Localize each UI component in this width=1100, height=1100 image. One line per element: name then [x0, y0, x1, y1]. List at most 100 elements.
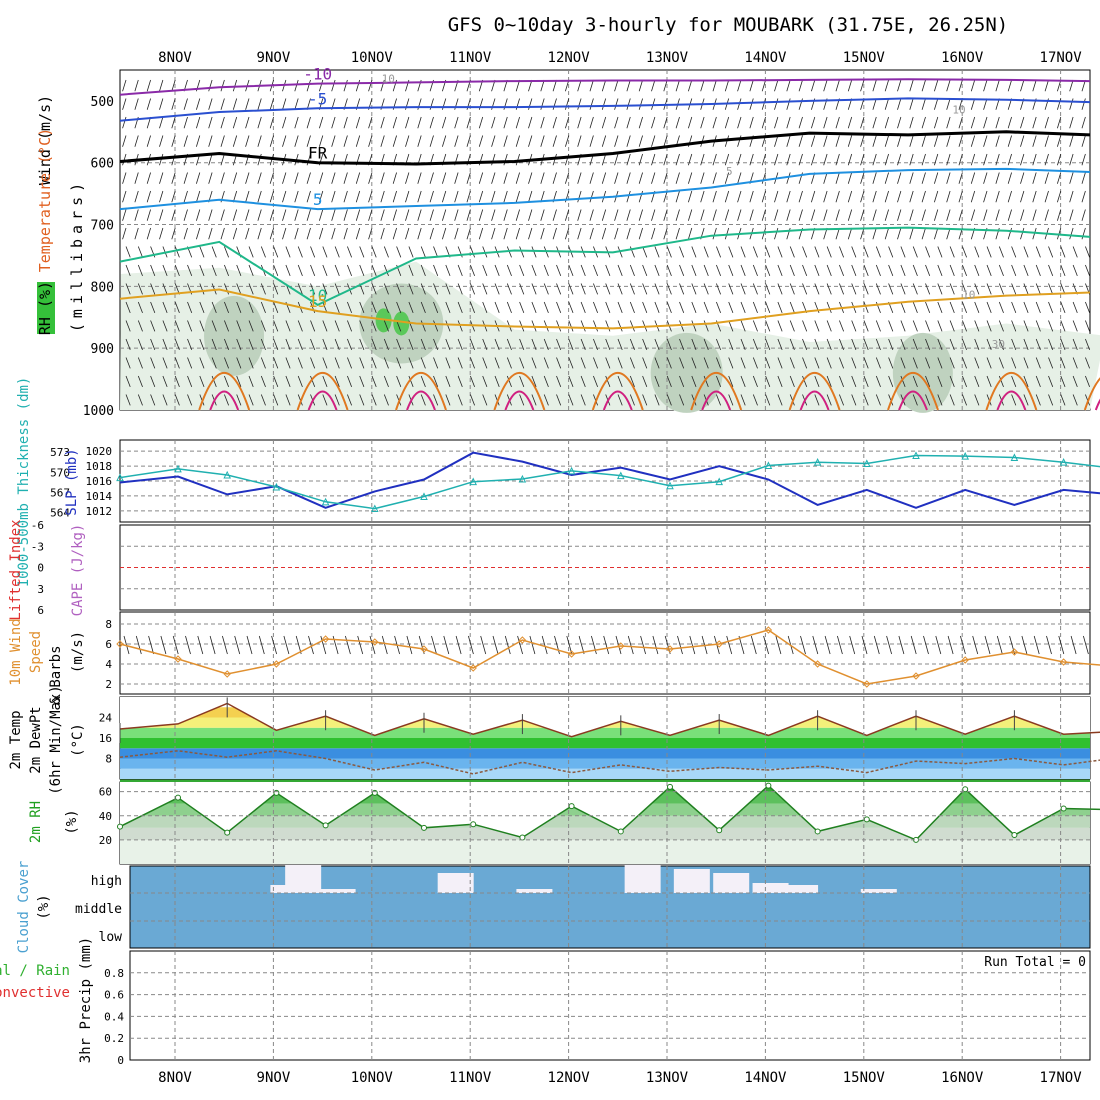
wind-barb [122, 98, 127, 110]
pressure-tick-label: 900 [91, 342, 114, 357]
wind-barb [1056, 135, 1062, 147]
wind-barb [638, 190, 643, 203]
wind-barb [823, 116, 828, 129]
wind-barb [946, 209, 951, 221]
wind-barb [826, 357, 832, 369]
wind-barb [159, 227, 164, 240]
wind-barb [593, 301, 598, 314]
surface-wind-barb [1009, 635, 1015, 655]
wind-barb [383, 375, 389, 388]
wind-barb [347, 357, 352, 369]
wind-barb [457, 338, 463, 351]
wind-barb [310, 283, 316, 295]
isotherm-line [119, 288, 1091, 330]
wind-barb [703, 320, 709, 332]
wind-barb [724, 153, 730, 166]
wind-barb [466, 209, 471, 221]
wind-barb [835, 153, 840, 166]
wind-barb [506, 357, 512, 369]
wind-barb [1020, 190, 1025, 203]
wind-barb [802, 375, 808, 388]
wind-barb [995, 135, 1000, 147]
wind-barb [359, 264, 365, 277]
surface-wind-barb [898, 635, 905, 655]
wind-barb [1056, 116, 1062, 129]
wind-barb [872, 79, 877, 92]
wind-barb [925, 283, 931, 295]
wind-barb [433, 246, 439, 258]
wind-barb [888, 320, 894, 332]
bottom-date-label: 15NOV [843, 1070, 886, 1086]
wind-barb [666, 283, 672, 295]
wind-barb [1020, 172, 1025, 184]
wind-barb [626, 116, 631, 129]
wind-barb [174, 357, 180, 369]
wind-barb [1020, 209, 1025, 221]
wind-barb [294, 79, 299, 92]
slp-tick-label: 1014 [86, 490, 113, 503]
wind-barb [122, 135, 127, 147]
surface-wind-barb [910, 635, 917, 655]
isotherm-loop [985, 371, 1038, 411]
wind-barb [654, 264, 660, 277]
wind-barb [638, 172, 643, 184]
wind-barb [826, 246, 832, 258]
wind-barb [224, 394, 229, 406]
wind-barb [712, 79, 717, 92]
wind-barb [974, 375, 980, 388]
surface-wind-barb [652, 635, 659, 655]
wind-barb [786, 172, 791, 184]
precip-tick-label: 0.4 [104, 1010, 124, 1023]
wind-barb [318, 116, 324, 129]
rh-contour-label: 10 [962, 289, 975, 302]
wind-barb [506, 264, 512, 277]
wind-barb [679, 264, 685, 277]
wind-barb [355, 209, 361, 221]
wind-barb [396, 357, 402, 369]
wind-barb [617, 394, 623, 406]
wind-barb [208, 209, 213, 221]
wind-barb [605, 283, 611, 295]
wind-barb [371, 357, 377, 369]
wind-barb [220, 153, 225, 166]
wind-barb [150, 338, 156, 351]
wind-barb [912, 264, 918, 277]
wind-barb [482, 264, 488, 277]
high-cloud-bar [713, 873, 750, 893]
wind-barb [1060, 320, 1066, 332]
pressure-axis-label: (millibars) [68, 178, 86, 332]
high-cloud-bar [860, 889, 897, 893]
wind-barb [306, 172, 311, 184]
wind-barb [137, 338, 143, 351]
wind-barb [343, 172, 348, 184]
wind-barb [691, 338, 697, 351]
wind-barb [909, 135, 914, 147]
wind-barb [331, 116, 336, 129]
wind-barb [220, 172, 225, 184]
isotherm-loop [307, 390, 338, 411]
isotherm-loop [493, 371, 546, 411]
wind-barb [236, 301, 242, 314]
wind-barb [556, 264, 562, 277]
isotherm-line [119, 78, 1091, 96]
wind-barb [814, 246, 820, 258]
wind-barb [617, 357, 623, 369]
wind-barb [420, 338, 426, 351]
wind-barb [208, 116, 213, 129]
wind-barb [577, 98, 582, 110]
cloud-unit-label: (%) [36, 894, 52, 919]
wind-speed-marker [469, 664, 477, 672]
wind-barb [601, 98, 607, 110]
wind-barb [150, 301, 156, 314]
wind-barb [839, 264, 844, 277]
wind-barb [519, 264, 525, 277]
wind-barb [454, 190, 459, 203]
thickness-tick-label: 567 [50, 486, 70, 499]
isotherm-line [119, 226, 1091, 307]
wind-barb [137, 394, 143, 406]
wind-barb [236, 338, 242, 351]
wind-barb [552, 116, 557, 129]
